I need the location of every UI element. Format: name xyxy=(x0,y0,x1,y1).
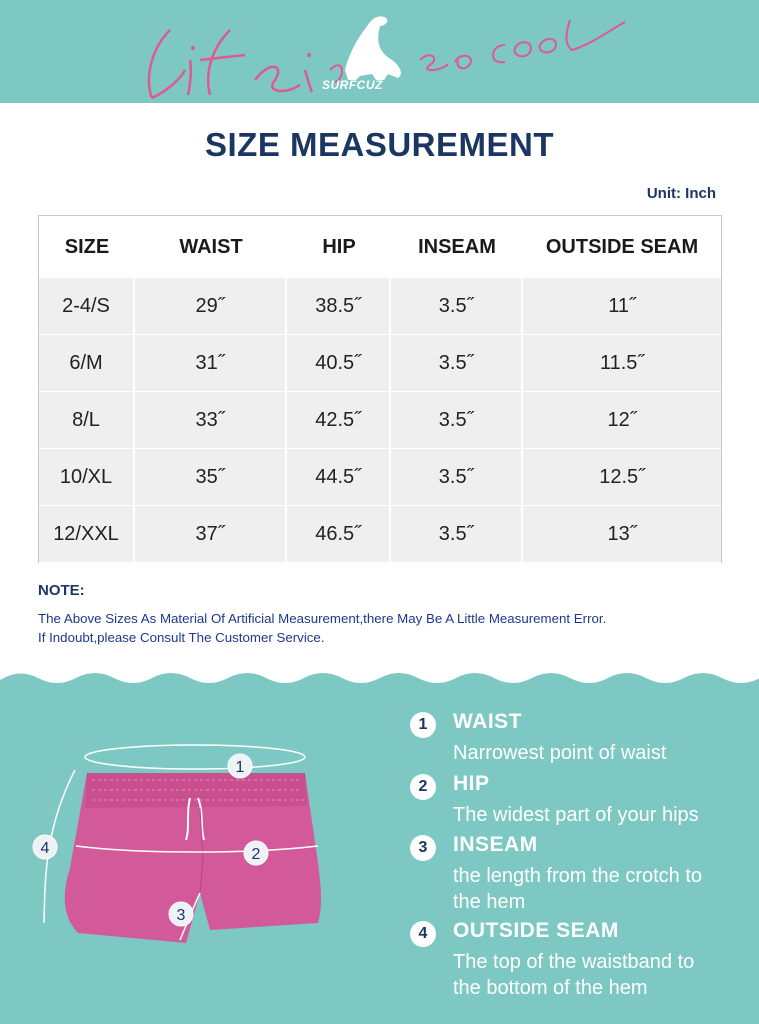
table-cell: 11.5˝ xyxy=(523,335,721,393)
legend-title: OUTSIDE SEAM xyxy=(453,919,619,942)
marker-4: 4 xyxy=(41,840,50,857)
unit-label: Unit: Inch xyxy=(646,185,716,202)
top-banner: SURFCUZ xyxy=(0,0,759,103)
script-logo-art xyxy=(147,16,626,100)
header-hip: HIP xyxy=(322,235,356,258)
legend-number: 1 xyxy=(410,712,436,738)
header-size: SIZE xyxy=(64,235,110,258)
table-row: 10/XL 35˝ 44.5˝ 3.5˝ 12.5˝ xyxy=(39,449,721,507)
table-cell: 31˝ xyxy=(135,335,287,393)
table-cell: 3.5˝ xyxy=(391,392,523,450)
wave-background xyxy=(0,673,759,1024)
table-cell: 3.5˝ xyxy=(391,335,523,393)
table-cell: 29˝ xyxy=(135,278,287,336)
table-cell: 3.5˝ xyxy=(391,506,523,564)
brand-logo-text: SURFCUZ xyxy=(322,78,383,92)
table-cell: 37˝ xyxy=(135,506,287,564)
table-cell: 12˝ xyxy=(523,392,721,450)
table-cell: 42.5˝ xyxy=(287,392,391,450)
marker-3: 3 xyxy=(177,907,186,924)
table-cell: 46.5˝ xyxy=(287,506,391,564)
table-cell: 2-4/S xyxy=(39,278,135,336)
table-cell: 38.5˝ xyxy=(287,278,391,336)
table-cell: 33˝ xyxy=(135,392,287,450)
page-title: SIZE MEASUREMENT xyxy=(204,126,555,163)
table-cell: 3.5˝ xyxy=(391,278,523,336)
legend-number: 3 xyxy=(410,835,436,861)
header-outside-seam: OUTSIDE SEAM xyxy=(545,235,699,258)
table-cell: 12/XXL xyxy=(39,506,135,564)
table-row: 6/M 31˝ 40.5˝ 3.5˝ 11.5˝ xyxy=(39,335,721,393)
legend-number: 2 xyxy=(410,774,436,800)
table-cell: 10/XL xyxy=(39,449,135,507)
table-header-row: SIZE WAIST HIP INSEAM OUTSIDE SEAM xyxy=(39,216,721,278)
size-table: SIZE WAIST HIP INSEAM OUTSIDE SEAM 2-4/S… xyxy=(38,215,722,564)
measurement-guide: 1 2 3 4 1 WAIST Narrowest point of waist… xyxy=(0,668,759,1024)
legend-title: HIP xyxy=(453,772,490,795)
table-cell: 12.5˝ xyxy=(523,449,721,507)
table-cell: 13˝ xyxy=(523,506,721,564)
legend-desc: The top of the waistband to xyxy=(453,951,695,973)
marker-1: 1 xyxy=(236,759,245,776)
table-row: 8/L 33˝ 42.5˝ 3.5˝ 12˝ xyxy=(39,392,721,450)
table-cell: 3.5˝ xyxy=(391,449,523,507)
note-heading: NOTE: xyxy=(38,582,85,599)
marker-2: 2 xyxy=(252,846,261,863)
table-row: 2-4/S 29˝ 38.5˝ 3.5˝ 11˝ xyxy=(39,278,721,336)
table-cell: 40.5˝ xyxy=(287,335,391,393)
table-cell: 8/L xyxy=(39,392,135,450)
legend-desc: The widest part of your hips xyxy=(453,804,699,826)
legend-desc: the hem xyxy=(453,891,526,913)
legend-title: WAIST xyxy=(453,710,522,733)
legend-desc: the length from the crotch to xyxy=(453,865,703,887)
table-cell: 6/M xyxy=(39,335,135,393)
legend-desc: Narrowest point of waist xyxy=(453,742,667,764)
legend-desc: the bottom of the hem xyxy=(453,977,648,999)
table-cell: 44.5˝ xyxy=(287,449,391,507)
shorts-illustration: 1 2 3 4 xyxy=(32,744,321,943)
table-cell: 11˝ xyxy=(523,278,721,336)
header-waist: WAIST xyxy=(179,235,243,258)
header-inseam: INSEAM xyxy=(418,235,496,258)
legend-number: 4 xyxy=(410,921,436,947)
table-row: 12/XXL 37˝ 46.5˝ 3.5˝ 13˝ xyxy=(39,506,721,564)
note-line-2: If Indoubt,please Consult The Customer S… xyxy=(38,630,325,645)
legend-title: INSEAM xyxy=(453,833,538,856)
note-line-1: The Above Sizes As Material Of Artificia… xyxy=(38,611,607,626)
table-cell: 35˝ xyxy=(135,449,287,507)
